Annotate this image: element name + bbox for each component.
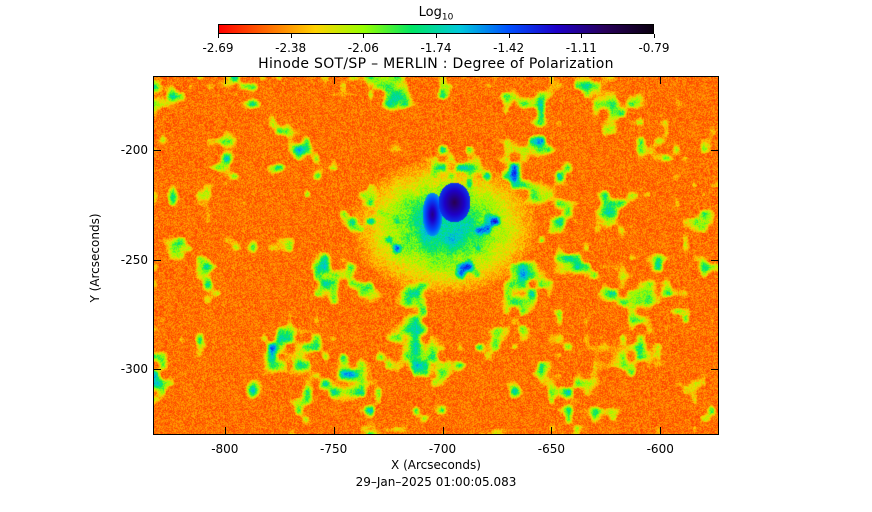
- colorbar-tick-mark: [218, 34, 219, 38]
- x-tick-label: -750: [320, 442, 348, 456]
- y-tick-mark: [711, 369, 718, 371]
- y-tick-mark: [711, 259, 718, 261]
- colorbar-tick-mark: [654, 34, 655, 38]
- x-tick-mark: [551, 77, 553, 84]
- timestamp: 29–Jan–2025 01:00:05.083: [355, 475, 517, 489]
- y-tick-mark: [154, 369, 161, 371]
- plot-title: Hinode SOT/SP – MERLIN : Degree of Polar…: [258, 56, 614, 72]
- y-tick-mark: [154, 259, 161, 261]
- y-tick-label: -300: [120, 362, 148, 377]
- y-tick-mark: [154, 150, 161, 152]
- x-tick-mark: [442, 77, 444, 84]
- y-tick-label: -250: [120, 252, 148, 267]
- colorbar-tick-mark: [508, 34, 510, 38]
- x-tick-label: -650: [537, 442, 565, 456]
- colorbar-tick-label: -2.06: [347, 41, 379, 55]
- colorbar-tick-mark: [290, 34, 292, 38]
- y-tick-label: -200: [120, 143, 148, 158]
- colorbar-tick-mark: [581, 34, 583, 38]
- x-tick-label: -800: [211, 442, 239, 456]
- x-tick-mark: [442, 427, 444, 434]
- x-axis-label: X (Arcseconds): [391, 458, 481, 472]
- polarization-map: [153, 76, 719, 435]
- colorbar-title: Log10: [418, 5, 454, 23]
- x-tick-mark: [660, 427, 662, 434]
- polarization-image: [154, 77, 718, 434]
- colorbar-tick-label: -1.42: [493, 41, 525, 55]
- x-tick-mark: [333, 427, 335, 434]
- colorbar-tick-label: -2.69: [202, 41, 234, 55]
- y-axis-label: Y (Arcseconds): [88, 213, 102, 303]
- y-tick-mark: [711, 150, 718, 152]
- x-tick-mark: [660, 77, 662, 84]
- colorbar: [218, 24, 654, 34]
- x-tick-mark: [224, 77, 226, 84]
- colorbar-tick-label: -2.38: [275, 41, 307, 55]
- colorbar-tick-mark: [436, 34, 437, 38]
- x-tick-label: -700: [428, 442, 457, 456]
- x-tick-mark: [224, 427, 226, 434]
- colorbar-tick-mark: [363, 34, 365, 38]
- x-tick-mark: [551, 427, 553, 434]
- x-tick-label: -600: [646, 442, 674, 456]
- x-tick-mark: [333, 77, 335, 84]
- colorbar-tick-label: -0.79: [638, 41, 670, 55]
- colorbar-tick-label: -1.11: [565, 41, 597, 55]
- colorbar-tick-label: -1.74: [420, 41, 452, 55]
